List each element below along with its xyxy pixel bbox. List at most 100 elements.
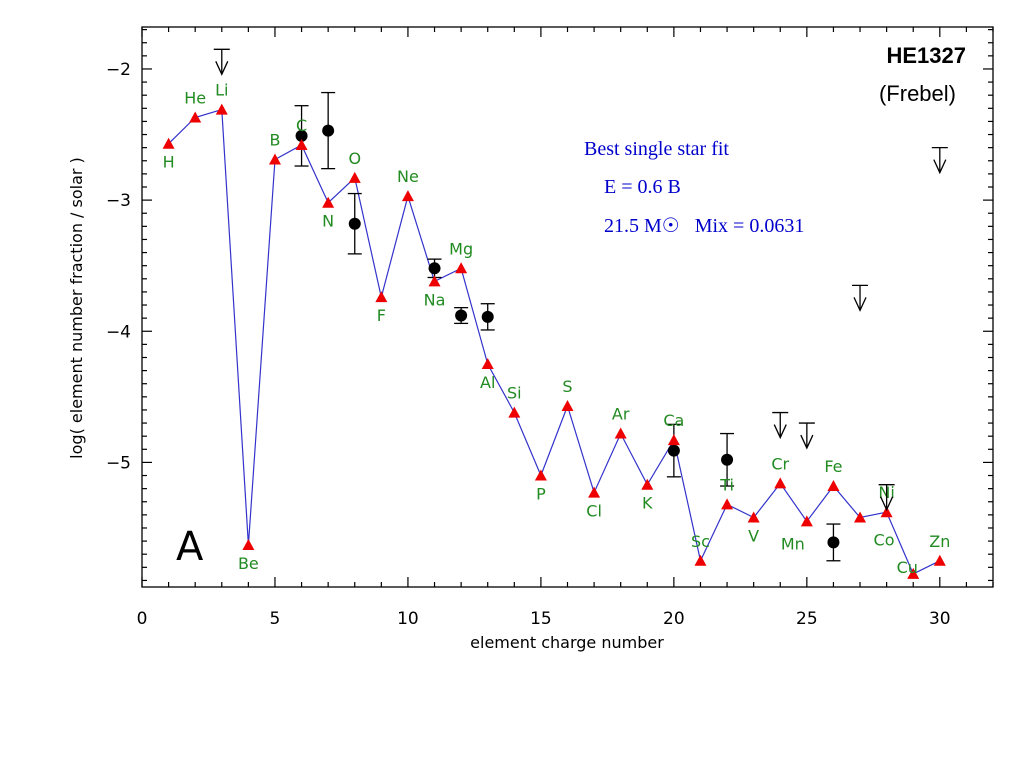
element-label: N <box>322 212 334 231</box>
element-label: K <box>642 494 653 513</box>
model-marker <box>907 567 920 579</box>
panel-letter: A <box>176 524 204 570</box>
upper-limit-arrow <box>852 284 869 312</box>
model-marker <box>189 111 202 123</box>
model-marker <box>375 291 388 303</box>
upper-limit-arrow <box>213 48 230 76</box>
upper-limit-arrow <box>772 411 789 440</box>
model-marker <box>933 554 946 566</box>
element-label: Al <box>480 373 495 392</box>
element-label: H <box>163 153 175 172</box>
element-label: Mn <box>781 534 805 553</box>
upper-limit-arrow <box>878 484 895 512</box>
fit-annotation-line3: 21.5 M☉ Mix = 0.0631 <box>604 215 804 237</box>
x-tick-label: 15 <box>530 609 552 629</box>
element-label: Cl <box>586 502 602 521</box>
element-label: Co <box>874 530 895 549</box>
model-marker <box>694 554 707 566</box>
model-marker <box>268 153 281 165</box>
model-marker <box>588 486 601 498</box>
element-label: B <box>269 130 280 149</box>
element-label: Cr <box>771 454 789 473</box>
element-label: Be <box>238 554 259 573</box>
model-marker <box>854 511 867 523</box>
model-line <box>168 108 941 575</box>
element-label: V <box>748 526 759 545</box>
x-tick-label: 20 <box>663 609 685 629</box>
plot-frame <box>141 26 994 588</box>
element-label: Zn <box>929 532 950 551</box>
y-tick-label: −3 <box>106 191 131 211</box>
observed-point <box>322 124 335 137</box>
observed-point <box>827 536 840 549</box>
element-label: Si <box>507 384 522 403</box>
model-marker <box>322 196 335 208</box>
y-tick-label: −5 <box>106 453 131 473</box>
observed-point <box>348 217 361 230</box>
observed-point <box>295 129 308 142</box>
model-marker <box>614 427 627 439</box>
upper-limit-arrow <box>798 422 815 450</box>
observed-point <box>721 453 734 466</box>
model-marker <box>641 478 654 490</box>
model-marker <box>481 358 494 370</box>
model-marker <box>295 139 308 151</box>
fit-annotation-line1: Best single star fit <box>584 138 729 160</box>
y-tick-label: −4 <box>106 322 131 342</box>
model-marker <box>561 400 574 412</box>
model-marker <box>747 511 760 523</box>
element-label: Li <box>215 81 228 100</box>
plot-area <box>141 26 994 588</box>
element-labels: H He Li Be BC N O F Ne Na Mg Al Si P S Cl Ar K Ca Sc Ti V Cr Mn… <box>163 81 951 577</box>
element-label: Mg <box>449 239 473 258</box>
model-marker <box>428 275 441 287</box>
observed-point <box>667 444 680 457</box>
y-tick-label: −2 <box>106 60 131 80</box>
element-label: P <box>536 485 546 504</box>
x-tick-label: 0 <box>137 609 148 629</box>
model-marker <box>348 171 361 183</box>
y-axis-label: log( element number fraction / solar ) <box>67 157 86 459</box>
element-label: S <box>562 377 572 396</box>
fit-annotation-line2: E = 0.6 B <box>604 176 681 198</box>
chart-title: HE1327 <box>886 43 966 68</box>
element-label: O <box>348 149 361 168</box>
x-tick-label: 10 <box>397 609 419 629</box>
x-tick-label: 25 <box>796 609 818 629</box>
observed-point <box>428 262 441 275</box>
model-marker <box>162 137 175 149</box>
model-marker <box>880 506 893 518</box>
model-marker <box>721 498 734 510</box>
model-marker <box>534 469 547 481</box>
x-tick-label: 5 <box>270 609 281 629</box>
element-label: Sc <box>691 532 710 551</box>
model-marker <box>455 262 468 274</box>
model-marker <box>215 103 228 115</box>
model-marker <box>667 434 680 446</box>
element-label: F <box>377 306 386 325</box>
element-label: C <box>296 116 307 135</box>
x-axis-label: element charge number <box>470 633 664 652</box>
observed-point <box>455 309 468 322</box>
model-marker <box>508 406 521 418</box>
element-label: Ca <box>663 411 684 430</box>
model-marker <box>242 539 255 551</box>
element-label: Fe <box>824 457 842 476</box>
element-label: Ne <box>397 167 419 186</box>
chart-subtitle: (Frebel) <box>879 81 956 106</box>
axis-ticks: 0 5 10 15 20 25 30 −2 −3 −4 −5 <box>106 27 994 629</box>
model-markers <box>162 103 946 579</box>
x-tick-label: 30 <box>929 609 951 629</box>
element-label: He <box>184 88 206 107</box>
model-marker <box>800 515 813 527</box>
element-label: Cu <box>897 558 918 577</box>
model-marker <box>401 190 414 202</box>
element-label: Ar <box>612 405 630 424</box>
observed-point <box>481 310 494 323</box>
model-curve <box>168 108 941 575</box>
model-marker <box>827 480 840 492</box>
element-label: Ti <box>719 475 734 494</box>
element-label: Na <box>424 290 446 309</box>
upper-limits <box>213 48 948 512</box>
